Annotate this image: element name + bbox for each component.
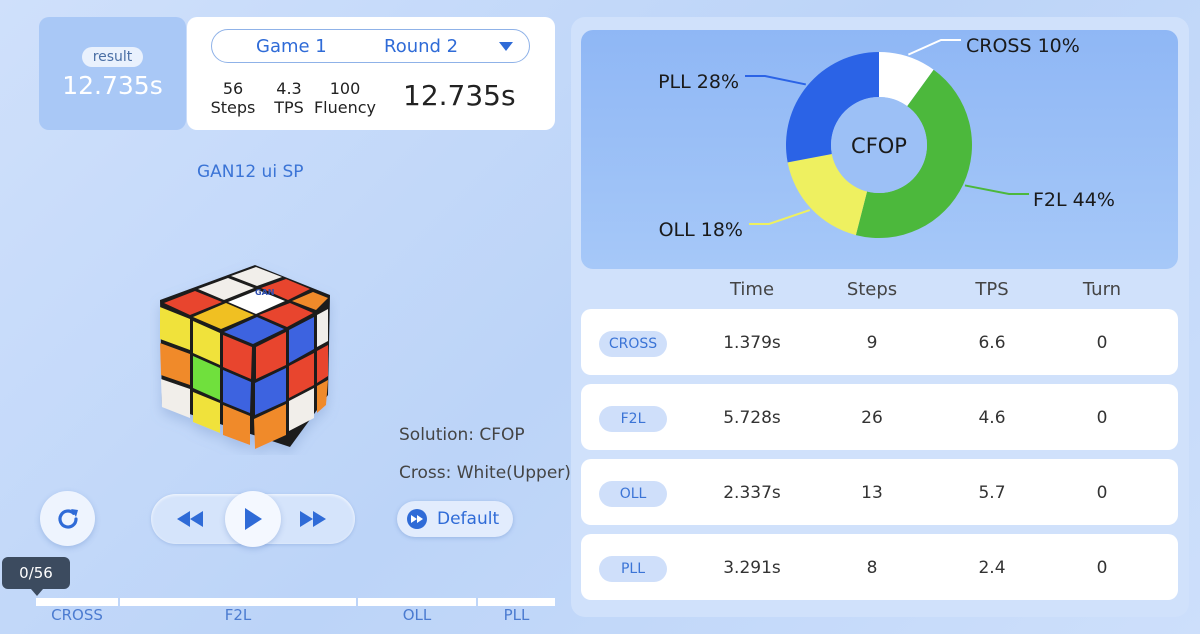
stage-badge: F2L	[599, 406, 667, 432]
donut-slice-pll	[786, 52, 879, 163]
slice-label-oll: OLL 18%	[659, 219, 743, 241]
table-row: CROSS 1.379s 9 6.6 0	[581, 309, 1178, 375]
timeline-segment-cross[interactable]	[36, 598, 118, 606]
stage-badge: OLL	[599, 481, 667, 507]
steps-label: Steps	[210, 98, 256, 117]
stage-badge: CROSS	[599, 331, 667, 357]
speed-default-button[interactable]: Default	[397, 501, 513, 537]
progress-timeline[interactable]	[36, 598, 555, 606]
timeline-segment-pll[interactable]	[478, 598, 555, 606]
stats-panel: CROSS 10% F2L 44% OLL 18% PLL 28% CFOP Time …	[571, 17, 1189, 617]
fast-forward-button[interactable]	[298, 509, 328, 529]
result-label: result	[81, 47, 144, 67]
timeline-label-pll: PLL	[503, 606, 530, 624]
leader-line-cross	[907, 39, 961, 56]
slice-label-f2l: F2L 44%	[1033, 189, 1115, 211]
rewind-icon	[177, 511, 203, 527]
tps-value: 4.3	[276, 79, 302, 98]
cross-color: Cross: White(Upper)	[399, 463, 571, 483]
timeline-segment-oll[interactable]	[358, 598, 476, 606]
stage-time: 5.728s	[723, 408, 781, 428]
stage-time: 3.291s	[723, 558, 781, 578]
leader-line-f2l	[964, 184, 1029, 195]
fluency-label: Fluency	[313, 98, 377, 117]
stage-tps: 6.6	[978, 333, 1006, 353]
donut-slice-oll	[787, 153, 868, 236]
stage-turn: 0	[1096, 333, 1108, 353]
fast-forward-icon	[300, 511, 326, 527]
stage-steps: 8	[866, 558, 878, 578]
leader-line-oll	[749, 209, 811, 225]
donut-hole	[831, 97, 927, 193]
playback-controls	[151, 491, 355, 547]
stage-turn: 0	[1096, 408, 1108, 428]
rewind-button[interactable]	[175, 509, 205, 529]
tps-label: TPS	[274, 98, 304, 117]
timeline-label-cross: CROSS	[51, 606, 103, 624]
solution-method: Solution: CFOP	[399, 425, 525, 445]
game-label: Game 1	[256, 36, 327, 57]
table-row: F2L 5.728s 26 4.6 0	[581, 384, 1178, 450]
round-label: Round 2	[384, 36, 459, 57]
chevron-down-icon[interactable]	[499, 42, 513, 51]
result-box: result 12.735s	[39, 17, 186, 130]
cfop-chart-card: CROSS 10% F2L 44% OLL 18% PLL 28% CFOP	[581, 30, 1178, 269]
stage-time: 2.337s	[723, 483, 781, 503]
play-icon	[245, 508, 262, 530]
slice-label-cross: CROSS 10%	[966, 35, 1080, 57]
stage-time: 1.379s	[723, 333, 781, 353]
play-button[interactable]	[225, 491, 281, 547]
result-time: 12.735s	[62, 71, 163, 100]
fluency-stat: 100 Fluency	[313, 79, 377, 117]
speed-icon	[407, 509, 427, 529]
stage-tps: 4.6	[978, 408, 1006, 428]
stage-steps: 26	[861, 408, 883, 428]
cube-3d-view[interactable]: GAN	[150, 255, 340, 455]
game-round-selector[interactable]: Game 1 Round 2	[211, 29, 530, 63]
timeline-segment-f2l[interactable]	[120, 598, 356, 606]
timeline-label-f2l: F2L	[224, 606, 252, 624]
speed-default-label: Default	[437, 509, 500, 529]
donut-slice-f2l	[855, 69, 972, 239]
rubiks-cube-icon: GAN	[160, 265, 330, 449]
cube-name: GAN12 ui SP	[197, 162, 304, 182]
stage-steps: 13	[861, 483, 883, 503]
column-header-turn: Turn	[1082, 279, 1122, 300]
stage-turn: 0	[1096, 558, 1108, 578]
table-row: OLL 2.337s 13 5.7 0	[581, 459, 1178, 525]
solve-time: 12.735s	[403, 79, 516, 112]
donut-slice-cross	[879, 52, 934, 107]
refresh-icon	[57, 508, 78, 529]
leader-line-pll	[745, 75, 807, 86]
column-header-steps: Steps	[846, 279, 898, 300]
slice-label-pll: PLL 28%	[658, 71, 739, 93]
donut-center-label: CFOP	[851, 134, 907, 158]
stage-steps: 9	[866, 333, 878, 353]
fluency-value: 100	[329, 79, 361, 98]
cube-logo-text: GAN	[255, 288, 274, 297]
cfop-donut-chart: CROSS 10% F2L 44% OLL 18% PLL 28% CFOP	[658, 35, 1115, 241]
steps-value: 56	[222, 79, 244, 98]
column-header-time: Time	[729, 279, 775, 300]
table-row: PLL 3.291s 8 2.4 0	[581, 534, 1178, 600]
column-header-tps: TPS	[975, 279, 1009, 300]
stage-turn: 0	[1096, 483, 1108, 503]
tps-stat: 4.3 TPS	[269, 79, 309, 117]
reset-button[interactable]	[40, 491, 95, 546]
game-card: Game 1 Round 2 56 Steps 4.3 TPS 100 Flue…	[187, 17, 555, 130]
stage-badge: PLL	[599, 556, 667, 582]
timeline-label-oll: OLL	[402, 606, 432, 624]
stage-tps: 2.4	[978, 558, 1006, 578]
steps-stat: 56 Steps	[205, 79, 261, 117]
stage-tps: 5.7	[978, 483, 1006, 503]
progress-indicator: 0/56	[2, 557, 70, 596]
